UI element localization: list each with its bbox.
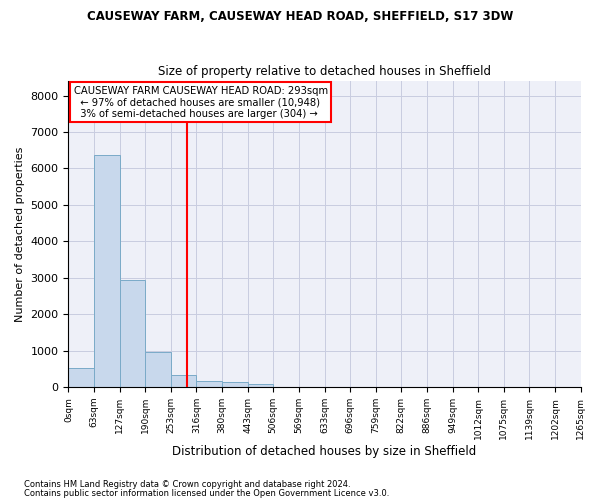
Text: CAUSEWAY FARM CAUSEWAY HEAD ROAD: 293sqm
  ← 97% of detached houses are smaller : CAUSEWAY FARM CAUSEWAY HEAD ROAD: 293sqm… [74, 86, 328, 119]
Bar [94, 154, 120, 387]
Bar [222, 382, 248, 387]
Text: Contains HM Land Registry data © Crown copyright and database right 2024.: Contains HM Land Registry data © Crown c… [24, 480, 350, 489]
Bar [171, 374, 196, 387]
Text: Contains public sector information licensed under the Open Government Licence v3: Contains public sector information licen… [24, 488, 389, 498]
X-axis label: Distribution of detached houses by size in Sheffield: Distribution of detached houses by size … [172, 444, 476, 458]
Bar [196, 380, 222, 387]
Bar [68, 368, 94, 387]
Bar [248, 384, 273, 387]
Title: Size of property relative to detached houses in Sheffield: Size of property relative to detached ho… [158, 66, 491, 78]
Bar [120, 280, 145, 387]
Text: CAUSEWAY FARM, CAUSEWAY HEAD ROAD, SHEFFIELD, S17 3DW: CAUSEWAY FARM, CAUSEWAY HEAD ROAD, SHEFF… [87, 10, 513, 23]
Bar [145, 352, 171, 387]
Y-axis label: Number of detached properties: Number of detached properties [15, 146, 25, 322]
